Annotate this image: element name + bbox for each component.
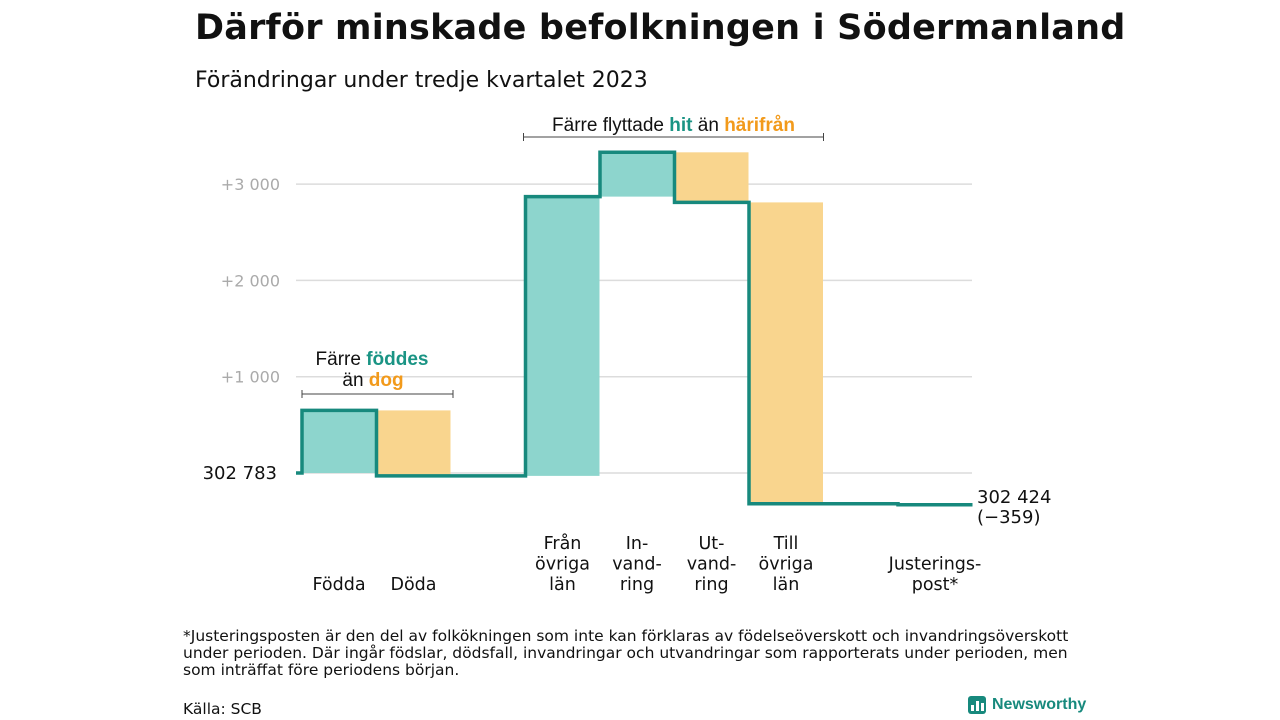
annotation-migration: Färre flyttade hit än härifrån [552, 115, 795, 136]
annotation-text: än [692, 115, 724, 136]
bar [302, 410, 376, 473]
category-label-line: ring [620, 575, 654, 595]
category-label: Från övriga län [535, 533, 590, 595]
start-value-label: 302 783 [203, 463, 277, 484]
annotation-text: än [342, 370, 368, 391]
bar [376, 410, 451, 476]
running-total-path [296, 150, 973, 507]
category-label-line: Till [773, 534, 799, 554]
annotation-text: Färre [316, 349, 367, 370]
bar [749, 202, 823, 504]
annotation-highlight-born: föddes [366, 349, 428, 370]
y-tick-label: +3 000 [221, 175, 280, 194]
annotation-text: Färre flyttade [552, 115, 669, 136]
category-label-line: Födda [312, 575, 365, 595]
running-total-line [296, 150, 973, 507]
category-label: Justerings-post* [888, 555, 982, 596]
category-label-line: ring [694, 575, 728, 595]
annotation-births-line2: än dog [342, 370, 403, 391]
category-label-line: vand- [612, 555, 662, 575]
category-label-line: övriga [535, 555, 590, 575]
chart-title: Därför minskade befolkningen i Södermanl… [195, 8, 1126, 48]
end-change-label: (−359) [977, 507, 1040, 528]
category-label: In-vand-ring [612, 534, 662, 595]
annotation-highlight-died: dog [369, 370, 404, 391]
logo-icon [968, 696, 986, 714]
category-label-line: In- [626, 534, 649, 554]
annotation-highlight-out: härifrån [724, 115, 795, 136]
category-label-line: övriga [759, 555, 814, 575]
category-label-line: Ut- [699, 534, 725, 554]
logo-text: Newsworthy [992, 696, 1087, 713]
y-tick-label: +2 000 [221, 271, 280, 290]
category-label-line: post* [912, 575, 959, 595]
y-tick-label: +1 000 [221, 368, 280, 387]
annotation-births-line1: Färre föddes [316, 349, 429, 370]
category-label-line: län [773, 575, 800, 595]
bar [674, 152, 749, 203]
category-label: Födda [312, 575, 365, 595]
source-note: Källa: SCB [183, 700, 262, 718]
annotation-highlight-in: hit [669, 115, 693, 136]
category-label-line: Döda [390, 575, 436, 595]
category-label: Döda [390, 575, 436, 595]
chart-subtitle: Förändringar under tredje kvartalet 2023 [195, 68, 648, 93]
bar [525, 196, 600, 476]
footnote: *Justeringsposten är den del av folkökni… [183, 627, 1069, 679]
category-label-line: Från [544, 533, 582, 554]
end-value-label: 302 424 [977, 487, 1051, 508]
category-label-line: vand- [687, 555, 737, 575]
category-label: Ut-vand-ring [687, 534, 737, 595]
category-label-line: län [549, 575, 576, 595]
category-label: Till övriga län [759, 534, 814, 595]
category-label-line: Justerings- [888, 555, 982, 575]
bars [302, 152, 972, 506]
bar [600, 152, 674, 197]
newsworthy-logo: Newsworthy [968, 696, 1086, 714]
